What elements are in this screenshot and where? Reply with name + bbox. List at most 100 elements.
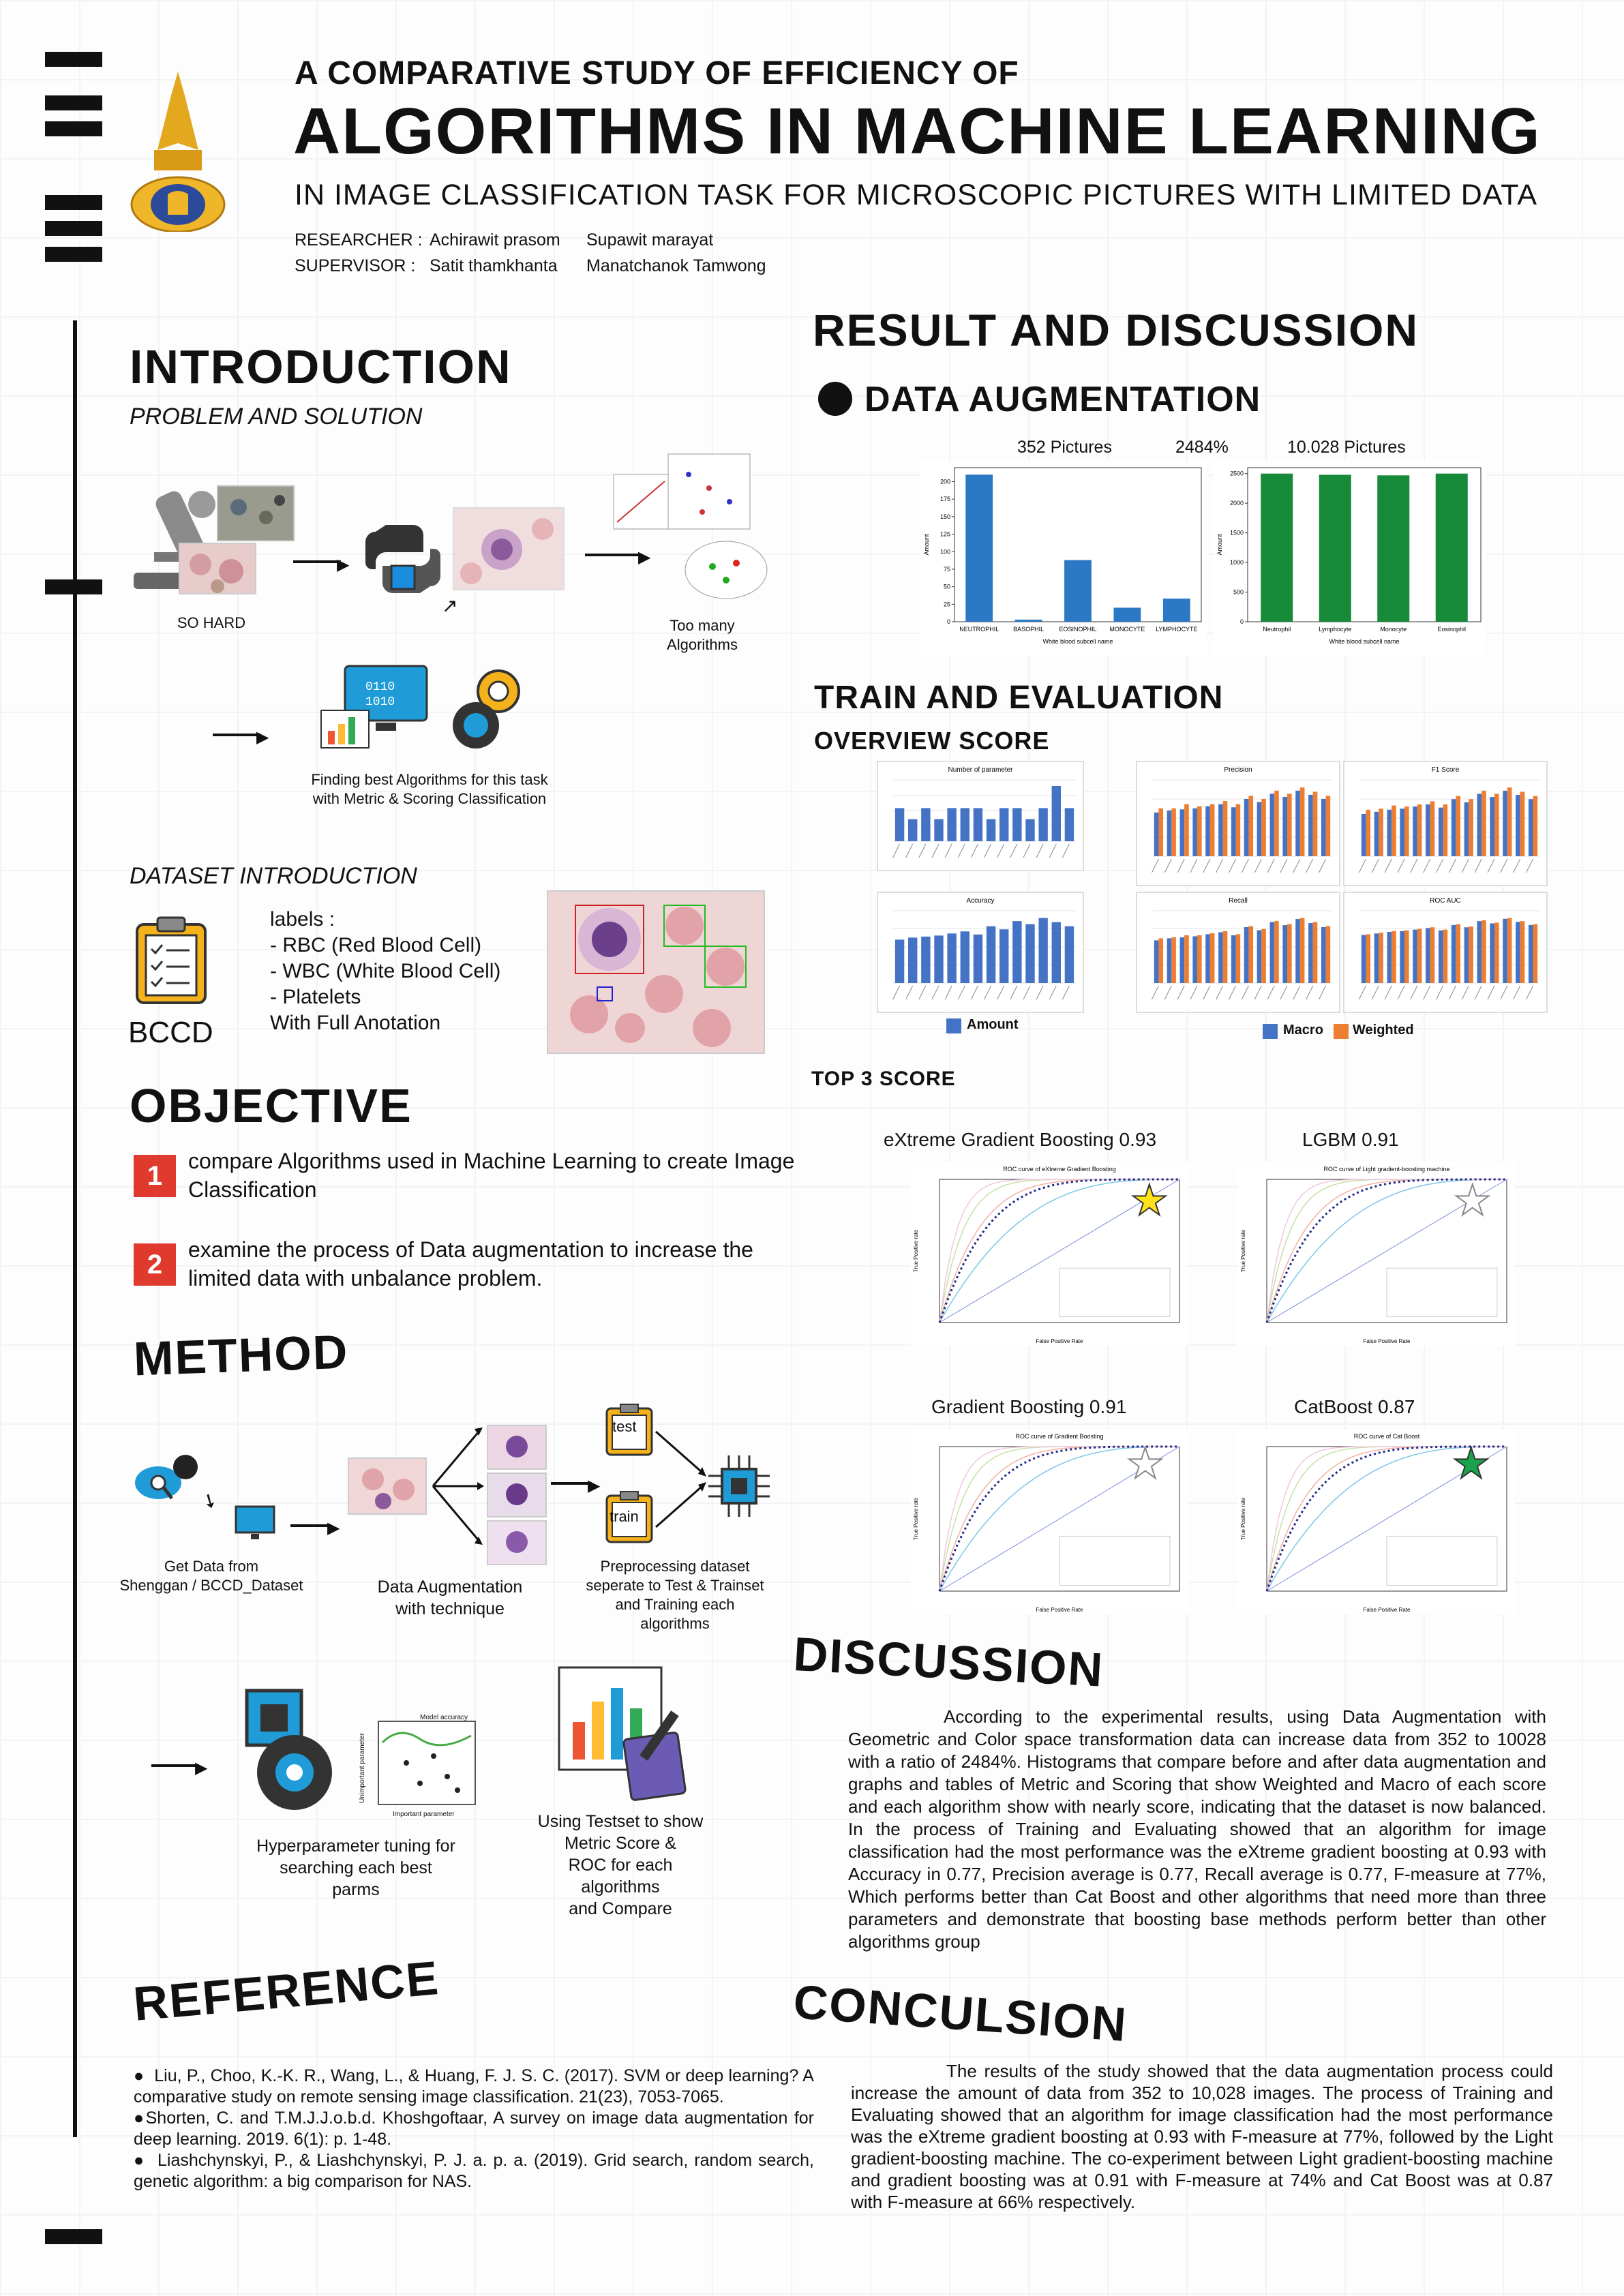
mini-bar: [947, 933, 957, 983]
tick-label-mark: [1267, 985, 1275, 1000]
microscope-photo: [217, 485, 295, 541]
tick-label-mark: [984, 985, 992, 1000]
mini-bar: [1235, 934, 1241, 983]
mini-bar: [1299, 787, 1305, 856]
mini-bar: [1490, 923, 1494, 983]
mini-bar: [973, 934, 983, 983]
tick-label-mark: [1241, 985, 1249, 1000]
mini-chart-title: ROC AUC: [1430, 897, 1461, 905]
augmented-image: [487, 1472, 547, 1517]
roc-chart-svg: ROC curve of eXtreme Gradient Boosting Fa…: [911, 1162, 1188, 1346]
mini-bar: [1184, 935, 1189, 983]
mini-bar: [908, 937, 918, 983]
side-bar: [45, 52, 102, 67]
tick-label-mark: [1384, 985, 1392, 1000]
tick-label-mark: [1358, 858, 1366, 873]
mini-bar: [1321, 799, 1326, 856]
mini-bar: [1295, 919, 1300, 983]
bar: [1319, 474, 1351, 622]
tick-label-mark: [1436, 985, 1444, 1000]
roc-title: CatBoost 0.87: [1294, 1396, 1415, 1417]
histogram-before-chart: 0 25 50 75 100 125 150 175 200 NEUTROPHIL BASOPHIL…: [923, 467, 1202, 645]
mini-bar: [1282, 796, 1287, 856]
bullet-icon: [818, 382, 852, 416]
roc-chart-gradient-boosting: ROC curve of Gradient Boosting False Posi…: [911, 1429, 1188, 1614]
arrow-head: ▶: [327, 1519, 340, 1537]
tick-label-mark: [1461, 985, 1469, 1000]
mini-bar: [1274, 921, 1279, 983]
get-data-caption: Get Data from Shenggan / BCCD_Dataset: [119, 1558, 303, 1594]
tick-label-mark: [918, 843, 927, 858]
tick-label-mark: [1049, 843, 1057, 858]
blood-cell-photo: [179, 543, 256, 594]
mini-bar: [1400, 931, 1404, 983]
tick-label-mark: [957, 985, 965, 1000]
star-icon-empty: ★: [1453, 1177, 1492, 1225]
testset-caption: Using Testset to show Metric Score & ROC…: [537, 1812, 704, 1918]
tick-label-mark: [944, 985, 952, 1000]
tick-label-mark: [970, 843, 978, 858]
roc-curve: [1266, 1446, 1507, 1592]
bar: [965, 474, 993, 622]
mini-bar: [1192, 808, 1197, 856]
mini-bar: [1494, 794, 1499, 856]
y-tick-label: 1500: [1230, 530, 1244, 537]
tick-label-mark: [1436, 858, 1444, 873]
side-bar: [45, 195, 102, 210]
objective-number: 2: [134, 1243, 176, 1286]
y-tick-label: 1000: [1230, 559, 1244, 566]
tick-label-mark: [1474, 985, 1482, 1000]
mini-bar: [1417, 928, 1422, 983]
mini-chart-title: Precision: [1224, 766, 1252, 774]
mini-bar: [1158, 808, 1164, 856]
test-clipboard-icon: [605, 1403, 653, 1456]
tick-label-mark: [1036, 985, 1044, 1000]
y-tick-label: 125: [940, 531, 950, 538]
legend-macro: Macro: [1283, 1023, 1323, 1038]
tick-label-mark: [1319, 985, 1327, 1000]
finding-caption: Finding best Algorithms for this task wi…: [311, 771, 548, 807]
mini-bar: [1222, 801, 1228, 856]
monitor-icon: [235, 1505, 275, 1542]
cell-image: [453, 507, 565, 590]
mini-bar: [921, 936, 931, 983]
mini-bar: [1438, 930, 1443, 983]
mini-bar: [999, 808, 1009, 841]
star-icon-empty: ★: [1126, 1440, 1165, 1488]
mini-bar: [999, 929, 1009, 983]
tick-label-mark: [997, 843, 1005, 858]
bar: [1261, 473, 1293, 622]
y-tick-label: 2500: [1230, 470, 1244, 477]
augmentation-caption: Data Augmentation with technique: [377, 1577, 523, 1618]
tick-label-mark: [1526, 985, 1534, 1000]
roc-x-label: False Positive Rate: [1036, 1338, 1083, 1344]
label-line: - Platelets: [270, 986, 361, 1008]
tick-label-mark: [1254, 858, 1262, 873]
dataset-title: DATASET INTRODUCTION: [130, 863, 417, 889]
mini-bar: [1413, 806, 1417, 856]
roc-chart-svg: ROC curve of Cat Boost False Positive Rat…: [1238, 1429, 1515, 1614]
mini-bar: [1451, 924, 1456, 983]
mini-chart-title: F1 Score: [1432, 766, 1460, 774]
histogram-before: 0 25 50 75 100 125 150 175 200 NEUTROPHIL BASOPHIL…: [920, 461, 1207, 656]
bar: [1113, 607, 1141, 622]
label-line: - WBC (White Blood Cell): [270, 960, 501, 982]
tick-label-mark: [1474, 858, 1482, 873]
roc-x-label: False Positive Rate: [1364, 1338, 1411, 1344]
roc-chart-catboost: ROC curve of Cat Boost False Positive Rat…: [1238, 1429, 1515, 1614]
y-axis-label: Amount: [923, 534, 930, 556]
bar: [1014, 619, 1042, 622]
mini-bar: [1528, 799, 1533, 856]
mini-bar: [1469, 926, 1473, 983]
reference-item: ● Liu, P., Choo, K.-K. R., Wang, L., & H…: [134, 2066, 814, 2106]
tick-label-mark: [1203, 985, 1211, 1000]
y-tick-label: 0: [1240, 618, 1244, 625]
tick-label-mark: [931, 843, 939, 858]
curved-arrow: ↗: [442, 595, 458, 616]
mini-bar: [1456, 796, 1461, 856]
arrow-head: ▶: [638, 548, 651, 567]
side-bar: [45, 95, 102, 110]
overview-chart-f1: F1 Score: [1343, 761, 1548, 886]
y-tick-label: 200: [940, 479, 950, 485]
after-label: 10.028 Pictures: [1287, 438, 1406, 457]
